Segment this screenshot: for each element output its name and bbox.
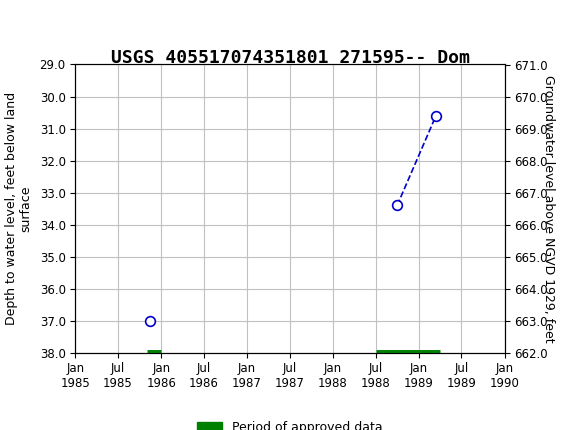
Y-axis label: Depth to water level, feet below land
surface: Depth to water level, feet below land su… xyxy=(5,92,32,325)
Text: ≡USGS: ≡USGS xyxy=(6,13,64,32)
Y-axis label: Groundwater level above NGVD 1929, feet: Groundwater level above NGVD 1929, feet xyxy=(542,75,555,342)
Text: USGS 405517074351801 271595-- Dom: USGS 405517074351801 271595-- Dom xyxy=(111,49,469,68)
Legend: Period of approved data: Period of approved data xyxy=(192,415,388,430)
